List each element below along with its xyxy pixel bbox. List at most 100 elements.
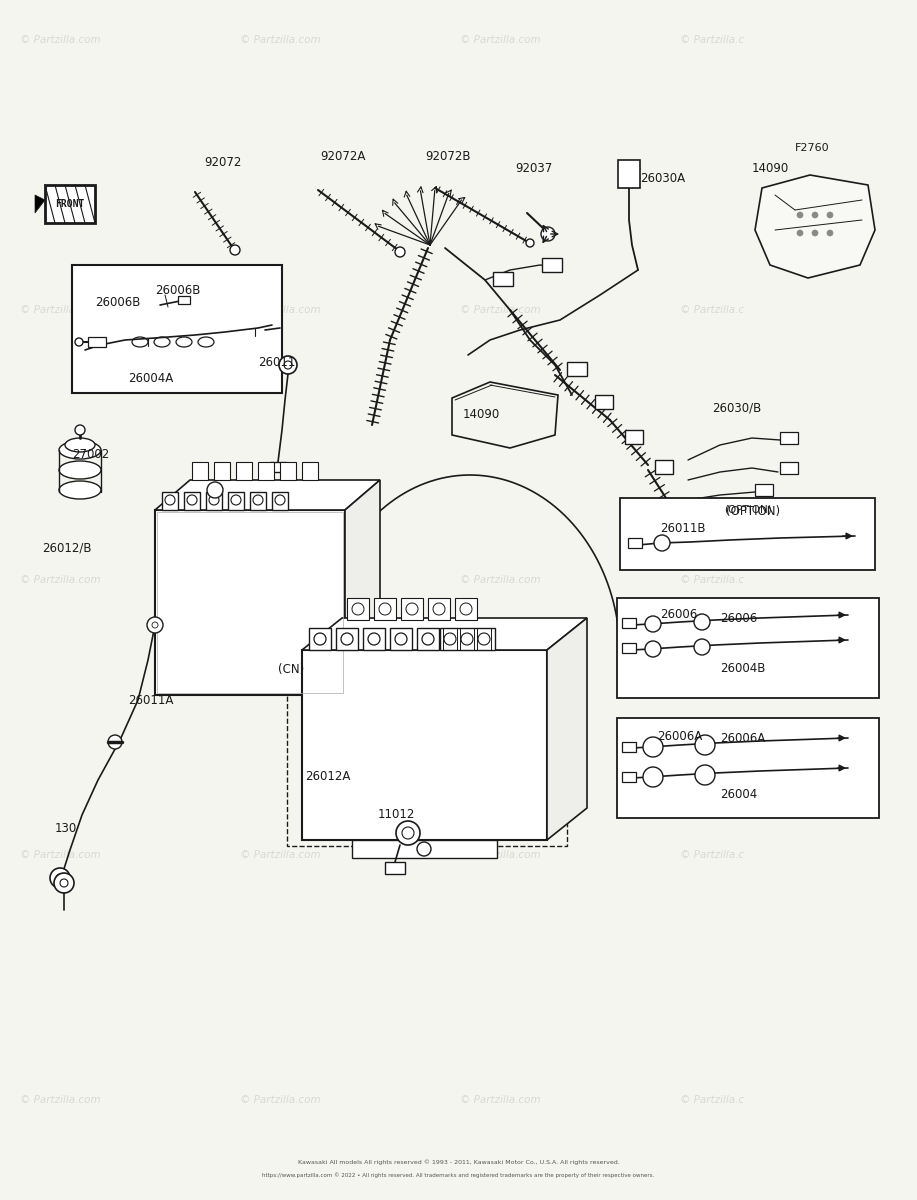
Circle shape	[314, 634, 326, 646]
Bar	[567, 362, 587, 376]
Bar	[622, 772, 636, 782]
Text: © Partzilla.com: © Partzilla.com	[20, 35, 101, 44]
Circle shape	[75, 338, 83, 346]
Text: (CN): (CN)	[278, 664, 304, 677]
Circle shape	[812, 212, 818, 218]
Text: 27002: 27002	[72, 449, 109, 462]
Circle shape	[797, 230, 803, 236]
Ellipse shape	[59, 440, 101, 458]
Circle shape	[379, 602, 391, 614]
Circle shape	[54, 874, 74, 893]
Bar	[780, 462, 798, 474]
Text: (OPTION): (OPTION)	[726, 505, 780, 518]
Text: © Partzilla.c: © Partzilla.c	[680, 850, 744, 860]
Bar	[542, 258, 562, 272]
Text: 26011B: 26011B	[660, 522, 705, 534]
Bar	[155, 510, 345, 695]
Text: © Partzilla.com: © Partzilla.com	[240, 35, 321, 44]
Circle shape	[207, 482, 223, 498]
Bar	[385, 862, 405, 874]
Bar	[618, 160, 640, 188]
Text: https://www.partzilla.com © 2022 • All rights reserved. All trademarks and regis: https://www.partzilla.com © 2022 • All r…	[262, 1172, 655, 1178]
Circle shape	[60, 878, 68, 887]
Circle shape	[253, 494, 263, 505]
Circle shape	[165, 494, 175, 505]
Bar	[363, 628, 385, 650]
Bar	[287, 638, 567, 846]
Bar	[628, 538, 642, 548]
Bar	[401, 598, 423, 620]
Text: 26012/B: 26012/B	[42, 541, 92, 554]
Bar	[617, 718, 879, 818]
Bar	[88, 337, 106, 347]
Bar	[390, 628, 412, 650]
Polygon shape	[35, 194, 45, 214]
Bar	[250, 492, 266, 510]
Polygon shape	[755, 175, 875, 278]
Text: 26011A: 26011A	[128, 694, 173, 707]
Ellipse shape	[65, 438, 95, 452]
Circle shape	[406, 602, 418, 614]
Text: © Partzilla.com: © Partzilla.com	[240, 575, 321, 584]
Circle shape	[827, 230, 833, 236]
Text: © Partzilla.com: © Partzilla.com	[460, 850, 541, 860]
Circle shape	[695, 766, 715, 785]
Circle shape	[645, 641, 661, 658]
Text: 26006A: 26006A	[720, 732, 766, 744]
Text: © Partzilla.com: © Partzilla.com	[20, 850, 101, 860]
Bar	[302, 462, 318, 480]
Circle shape	[368, 634, 380, 646]
Circle shape	[541, 227, 555, 241]
Text: © Partzilla.com: © Partzilla.com	[460, 305, 541, 314]
Text: 92072: 92072	[204, 156, 241, 169]
Circle shape	[352, 602, 364, 614]
Polygon shape	[155, 480, 380, 510]
Circle shape	[209, 494, 219, 505]
Ellipse shape	[59, 481, 101, 499]
Circle shape	[695, 734, 715, 755]
Bar	[280, 462, 296, 480]
Text: © Partzilla.com: © Partzilla.com	[240, 1094, 321, 1105]
Bar	[655, 460, 673, 474]
Bar	[374, 598, 396, 620]
Text: 26006B: 26006B	[95, 296, 140, 310]
Circle shape	[275, 494, 285, 505]
Bar	[780, 432, 798, 444]
Circle shape	[50, 868, 70, 888]
Text: 26004B: 26004B	[720, 661, 766, 674]
Bar	[162, 492, 178, 510]
Bar	[622, 643, 636, 653]
Circle shape	[417, 842, 431, 856]
Circle shape	[694, 638, 710, 655]
Circle shape	[478, 634, 490, 646]
Circle shape	[460, 602, 472, 614]
Circle shape	[56, 874, 64, 882]
Circle shape	[231, 494, 241, 505]
Circle shape	[152, 622, 158, 628]
Bar	[620, 498, 875, 570]
Text: 92037: 92037	[515, 162, 552, 174]
Text: FRONT: FRONT	[55, 199, 84, 209]
Bar	[270, 462, 286, 472]
Bar	[595, 395, 613, 409]
Bar	[236, 462, 252, 480]
Circle shape	[147, 617, 163, 634]
Bar	[352, 840, 497, 858]
Circle shape	[645, 616, 661, 632]
Text: © Partzilla.c: © Partzilla.c	[680, 575, 744, 584]
Text: © Partzilla.com: © Partzilla.com	[460, 35, 541, 44]
Text: 26030A: 26030A	[640, 172, 685, 185]
Circle shape	[284, 361, 292, 370]
Text: © Partzilla.com: © Partzilla.com	[20, 1094, 101, 1105]
Circle shape	[461, 634, 473, 646]
Circle shape	[812, 230, 818, 236]
Text: (OPTION): (OPTION)	[724, 505, 772, 515]
Bar	[184, 492, 200, 510]
Bar	[455, 598, 477, 620]
Circle shape	[108, 734, 122, 749]
Bar	[157, 512, 343, 692]
Text: © Partzilla.com: © Partzilla.com	[240, 850, 321, 860]
Circle shape	[694, 614, 710, 630]
Bar	[460, 628, 474, 650]
Text: © Partzilla.com: © Partzilla.com	[240, 305, 321, 314]
